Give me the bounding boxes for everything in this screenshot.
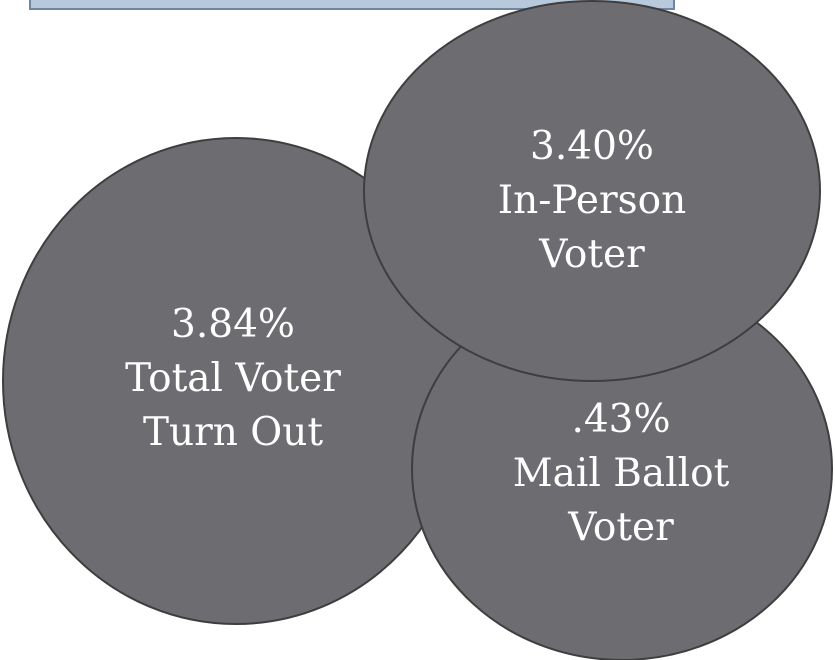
in-person-value: 3.40% (530, 124, 654, 169)
bubble-in-person-voter (363, 0, 821, 382)
in-person-line2: Voter (539, 232, 645, 277)
total-turnout-value: 3.84% (171, 302, 295, 347)
label-total-voter-turnout: 3.84% Total Voter Turn Out (125, 298, 341, 460)
mail-ballot-value: .43% (571, 397, 671, 442)
label-mail-ballot-voter: .43% Mail Ballot Voter (513, 393, 730, 555)
total-turnout-line1: Total Voter (125, 356, 341, 401)
mail-ballot-line1: Mail Ballot (512, 451, 730, 496)
total-turnout-line2: Turn Out (142, 410, 324, 455)
mail-ballot-line2: Voter (568, 505, 674, 550)
label-in-person-voter: 3.40% In-Person Voter (498, 120, 687, 282)
in-person-line1: In-Person (497, 178, 687, 223)
title-banner (29, 0, 675, 10)
